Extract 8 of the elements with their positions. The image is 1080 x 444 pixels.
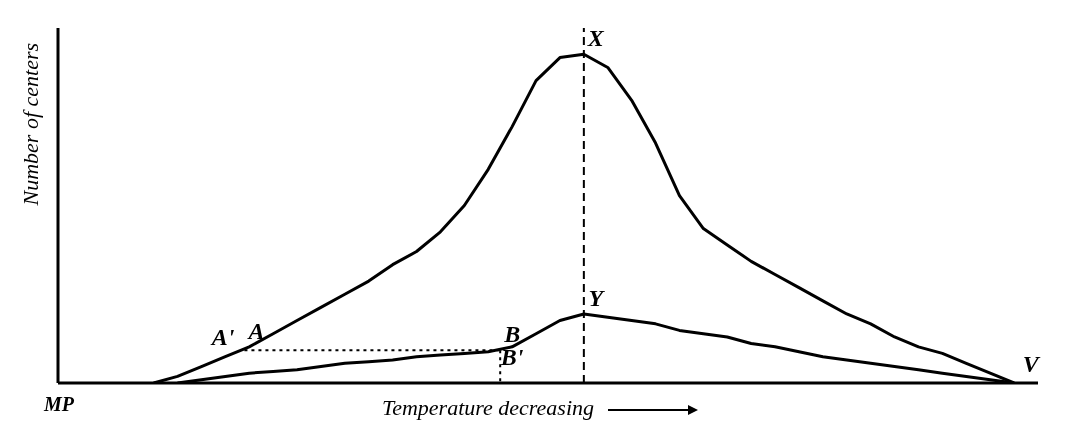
annotation: A <box>246 317 265 344</box>
text: MP <box>44 393 74 416</box>
annotation: A' <box>209 324 235 351</box>
annotation: V <box>1022 350 1041 377</box>
annotation: Y <box>588 284 606 311</box>
y-axis-title: Number of centers <box>17 42 43 207</box>
text: X <box>586 25 605 52</box>
x-axis-title: Temperature decreasing <box>381 395 595 420</box>
